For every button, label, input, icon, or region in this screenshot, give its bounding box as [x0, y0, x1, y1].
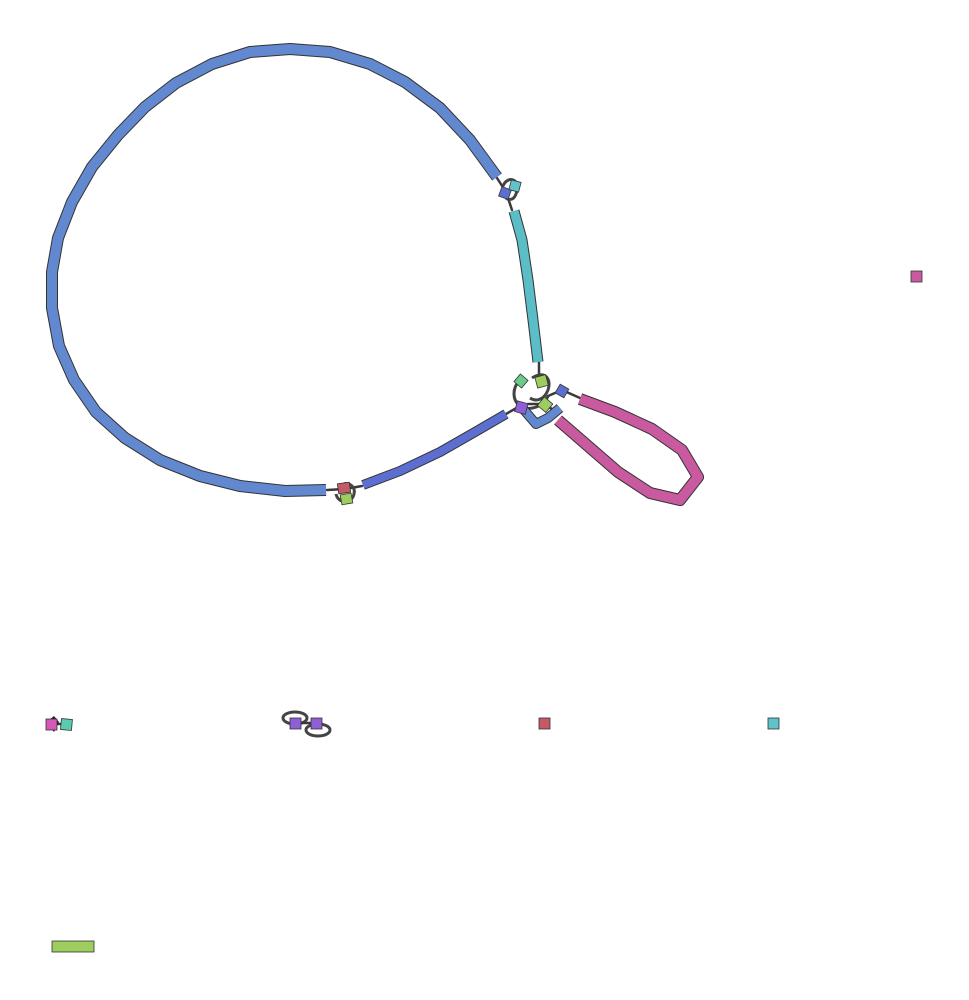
node-top-indigo[interactable]: [498, 186, 512, 200]
contig-indigo[interactable]: [361, 410, 509, 489]
contig-teal[interactable]: [509, 209, 543, 363]
node-pair-purple-right[interactable]: [310, 717, 323, 730]
node-singleton-red[interactable]: [538, 717, 551, 730]
node-singleton-magenta[interactable]: [910, 270, 923, 283]
node-top-cyan[interactable]: [508, 179, 522, 193]
node-pair-purple-left[interactable]: [289, 717, 302, 730]
node-hub-purple[interactable]: [514, 400, 529, 415]
contig-outline-large-blue: [46, 43, 502, 497]
contig-singleton-green-bar[interactable]: [51, 940, 95, 953]
node-hub-indigo[interactable]: [554, 383, 570, 399]
node-hub-mint[interactable]: [513, 373, 529, 389]
node-hub-green-center[interactable]: [536, 396, 554, 414]
contig-large-blue[interactable]: [47, 44, 502, 496]
node-singleton-cyan[interactable]: [767, 717, 780, 730]
node-bottom-red[interactable]: [336, 481, 352, 495]
node-pair-teal[interactable]: [60, 718, 73, 731]
graph-nodes: [336, 179, 923, 506]
node-hub-green-top[interactable]: [534, 374, 549, 389]
graph-contigs: [46, 43, 704, 506]
contig-magenta[interactable]: [554, 394, 703, 505]
small-components: [45, 710, 780, 953]
graph-links: [325, 176, 582, 503]
node-bottom-green[interactable]: [339, 492, 354, 506]
contig-hub-blue[interactable]: [520, 404, 563, 428]
node-pair-pink[interactable]: [45, 718, 58, 731]
hub-loop-b: [529, 373, 551, 402]
